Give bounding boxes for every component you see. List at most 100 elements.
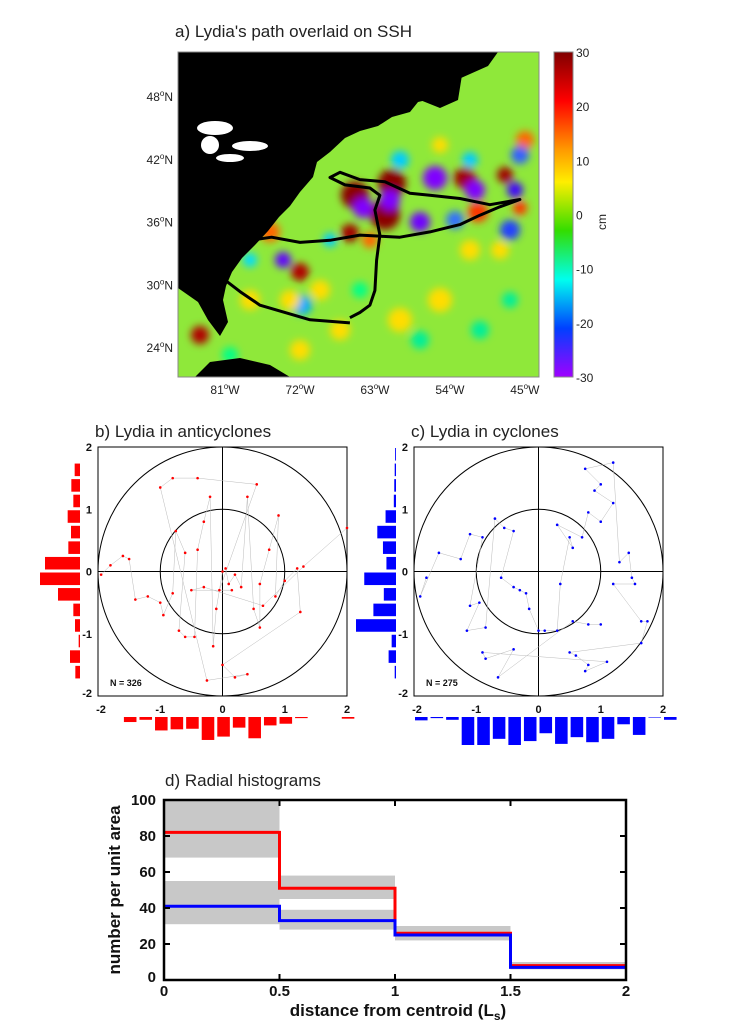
- histogram-step-line: [164, 904, 626, 969]
- x-tick-label: -1: [471, 704, 481, 716]
- y-histogram-bar: [68, 541, 80, 554]
- data-point: [252, 607, 255, 611]
- y-axis-label: number per unit area: [105, 805, 124, 975]
- x-histogram-bar: [508, 717, 521, 745]
- map-frame: [177, 51, 540, 378]
- y-histogram-bar: [391, 634, 396, 648]
- x-axis-label-main: distance from centroid (L: [290, 1001, 494, 1020]
- data-point: [233, 573, 237, 576]
- data-point: [183, 551, 187, 555]
- x-histogram-bar: [523, 717, 537, 742]
- x-histogram-bar: [539, 717, 553, 734]
- data-point: [599, 520, 603, 523]
- ssh-eddy: [516, 131, 534, 149]
- x-histogram-bar: [648, 717, 661, 718]
- ssh-eddy: [310, 280, 330, 300]
- colorbar-tick-label: 0: [576, 209, 583, 223]
- ssh-eddy: [275, 252, 291, 268]
- y-histogram-bar: [45, 556, 80, 570]
- panel-c-title: c) Lydia in cyclones: [411, 422, 559, 441]
- y-histogram-bar: [75, 665, 80, 679]
- y-tick-label: 0: [402, 567, 408, 579]
- data-point: [345, 526, 349, 530]
- y-histogram-bar: [70, 650, 80, 663]
- uncertainty-band: [164, 800, 280, 858]
- data-point: [493, 517, 497, 520]
- data-point: [646, 620, 649, 623]
- data-point: [211, 644, 215, 648]
- x-histogram-bar: [217, 717, 230, 737]
- data-point: [496, 676, 500, 679]
- data-point: [555, 523, 559, 527]
- data-point: [246, 495, 249, 499]
- data-point: [205, 679, 209, 682]
- x-histogram-bar: [492, 717, 506, 739]
- y-histogram-bar: [71, 479, 80, 492]
- colorbar-tick-label: -10: [576, 263, 594, 277]
- x-histogram-bar: [232, 717, 246, 728]
- ssh-eddy: [423, 166, 447, 190]
- x-histogram-bar: [555, 717, 568, 744]
- x-tick-label: 0: [219, 704, 225, 716]
- y-tick-label: 20: [139, 936, 156, 953]
- ssh-eddy: [388, 308, 412, 332]
- y-tick-label: 0: [86, 567, 92, 579]
- x-histogram-bar: [664, 717, 677, 720]
- lat-tick-label: 36oN: [147, 215, 173, 230]
- data-point: [583, 669, 587, 673]
- ssh-eddy: [507, 182, 523, 198]
- lat-tick-label: 24oN: [147, 340, 173, 355]
- ssh-eddy: [352, 282, 368, 298]
- data-point: [283, 579, 287, 583]
- data-point: [302, 565, 305, 568]
- data-point: [437, 551, 441, 555]
- cuba: [195, 358, 290, 377]
- y-tick-label: -1: [398, 629, 408, 641]
- data-point: [246, 672, 249, 676]
- uncertainty-band: [164, 881, 280, 925]
- ssh-eddy: [330, 320, 350, 340]
- data-point: [230, 588, 234, 592]
- x-axis-label-end: ): [501, 1001, 507, 1020]
- lon-tick-label: 81oW: [210, 382, 240, 397]
- data-point: [524, 591, 528, 595]
- data-point: [611, 501, 615, 505]
- data-point: [202, 585, 206, 589]
- ssh-eddy: [391, 151, 409, 169]
- x-tick-label: 0: [535, 704, 541, 716]
- x-histogram-bar: [139, 717, 153, 720]
- data-point: [630, 576, 634, 580]
- data-point: [574, 654, 578, 657]
- data-point: [618, 560, 621, 564]
- x-histogram-bar: [279, 717, 293, 724]
- data-point: [196, 476, 199, 480]
- ssh-eddy: [428, 288, 452, 312]
- y-tick-label: 2: [86, 442, 92, 454]
- data-point: [580, 535, 584, 539]
- data-point: [99, 573, 103, 576]
- data-point: [274, 595, 277, 598]
- colorbar-tick-label: 30: [576, 46, 590, 60]
- y-tick-label: -2: [82, 688, 92, 700]
- ssh-eddy: [410, 212, 430, 232]
- data-point: [611, 461, 615, 464]
- data-point: [587, 663, 590, 667]
- data-point: [502, 526, 506, 530]
- data-point: [611, 582, 615, 586]
- data-point: [599, 483, 603, 486]
- data-point: [537, 629, 540, 632]
- x-histogram-bar: [415, 717, 428, 721]
- count-annotation: N = 326: [110, 678, 142, 688]
- data-point: [639, 620, 643, 623]
- x-axis-label: distance from centroid (Ls): [290, 1001, 506, 1023]
- y-histogram-bar: [394, 479, 396, 492]
- x-histogram-bar: [446, 717, 459, 720]
- y-histogram-bar: [394, 665, 396, 679]
- y-histogram-bar: [388, 650, 396, 663]
- data-point: [299, 610, 302, 614]
- ssh-eddy: [502, 292, 518, 308]
- ssh-eddy: [280, 290, 300, 310]
- y-histogram-bar: [394, 463, 396, 477]
- data-point: [193, 635, 196, 639]
- x-tick-label: 2: [622, 983, 630, 1000]
